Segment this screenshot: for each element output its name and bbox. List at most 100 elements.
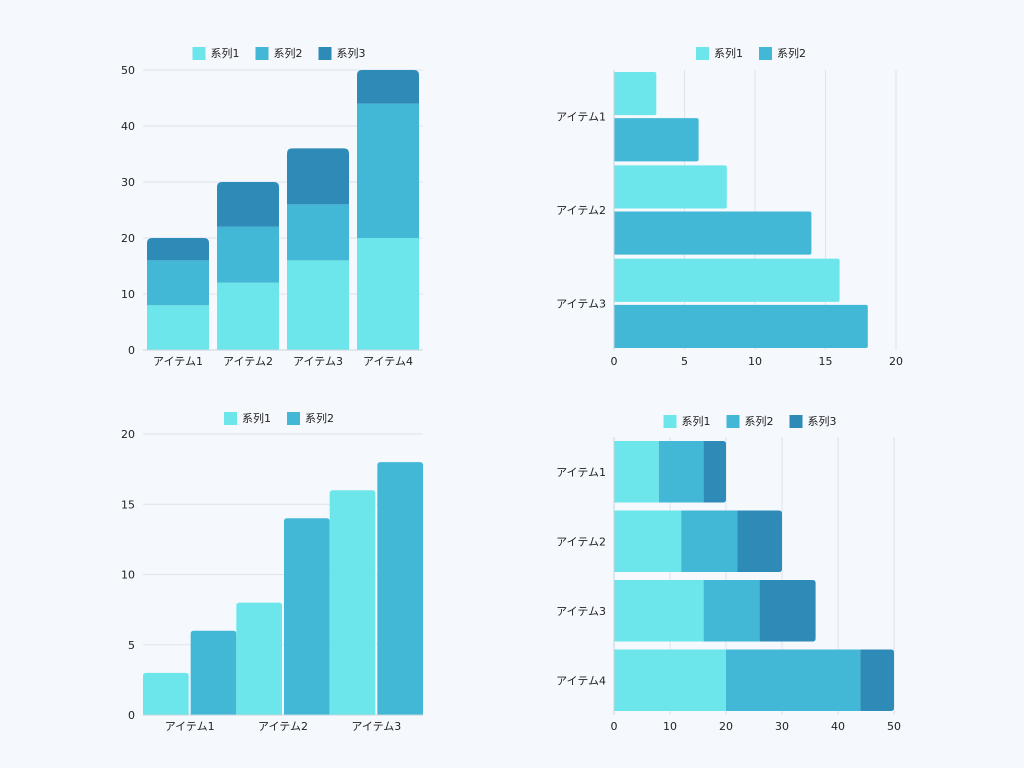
x-tick-label: 50 [887, 720, 901, 733]
bar [287, 204, 349, 261]
legend-label: 系列1 [682, 414, 711, 428]
legend-label: 系列1 [242, 411, 271, 425]
bar [357, 103, 419, 238]
bar [614, 441, 659, 503]
stacked-horizontal-bar-chart: 系列1 系列2 系列3 0 10 20 30 40 50 アイテム1 アイテム2 アイテム3 アイテム4 [556, 414, 901, 733]
y-category-label: アイテム1 [556, 111, 606, 124]
x-tick-label: 15 [819, 355, 833, 368]
x-tick-label: 10 [663, 720, 677, 733]
legend-swatch [192, 47, 206, 60]
bar [726, 649, 861, 711]
bar [236, 602, 282, 715]
legend: 系列1 系列2 [696, 46, 806, 60]
legend-label: 系列2 [745, 414, 774, 428]
bar [287, 148, 349, 205]
legend-label: 系列1 [211, 46, 240, 60]
bar [147, 238, 209, 261]
y-category-label: アイテム2 [556, 535, 606, 548]
y-category-label: アイテム3 [556, 605, 606, 618]
x-tick-label: 20 [719, 720, 733, 733]
bar [614, 72, 657, 116]
grouped-vertical-bar-chart: 系列1 系列2 0 5 10 15 20 アイテム1 アイテム2 アイテム3 [121, 411, 423, 733]
y-tick-label: 0 [128, 709, 135, 722]
legend-swatch [696, 47, 709, 60]
legend-swatch [789, 415, 803, 428]
x-tick-label: 0 [611, 355, 618, 368]
bar [329, 490, 376, 715]
y-tick-label: 20 [121, 232, 135, 245]
bar [377, 462, 423, 715]
bar [737, 510, 782, 572]
bar [681, 510, 738, 572]
bar [147, 260, 209, 306]
legend-label: 系列3 [808, 414, 837, 428]
y-tick-label: 10 [121, 569, 135, 582]
bar [614, 165, 727, 209]
bar [287, 260, 349, 350]
y-tick-label: 20 [121, 428, 135, 441]
bar [703, 580, 760, 642]
bar [614, 649, 726, 711]
bar [147, 305, 209, 350]
y-tick-label: 0 [128, 344, 135, 357]
bar [614, 580, 704, 642]
bar [658, 441, 704, 503]
bar [190, 630, 237, 715]
bar [614, 258, 840, 302]
y-tick-label: 40 [121, 120, 135, 133]
x-tick-label: 5 [681, 355, 688, 368]
bar [217, 182, 279, 227]
legend-swatch [759, 47, 772, 60]
legend-label: 系列3 [337, 46, 366, 60]
x-category-label: アイテム1 [153, 355, 203, 368]
x-tick-label: 20 [889, 355, 903, 368]
stacked-vertical-bar-chart: 系列1 系列2 系列3 0 10 20 30 40 50 アイテム1 アイテム2 アイテム3 アイテム4 [121, 46, 423, 368]
y-category-label: アイテム3 [556, 297, 606, 310]
legend-swatch [663, 415, 677, 428]
bar [357, 238, 419, 350]
bar [614, 118, 699, 162]
bar [614, 211, 812, 255]
x-category-label: アイテム4 [363, 355, 413, 368]
x-category-label: アイテム2 [258, 720, 308, 733]
bar [614, 304, 868, 348]
x-category-label: アイテム1 [165, 720, 215, 733]
bar [357, 70, 419, 104]
x-tick-label: 0 [611, 720, 618, 733]
x-tick-label: 10 [748, 355, 762, 368]
x-category-label: アイテム3 [293, 355, 343, 368]
bar [143, 672, 189, 715]
y-tick-label: 10 [121, 288, 135, 301]
bar [614, 510, 682, 572]
bar [860, 649, 894, 711]
y-tick-label: 50 [121, 64, 135, 77]
legend-swatch [318, 47, 332, 60]
legend-swatch [224, 412, 237, 425]
y-tick-label: 30 [121, 176, 135, 189]
y-tick-label: 15 [121, 498, 135, 511]
legend-label: 系列2 [777, 46, 806, 60]
legend-label: 系列1 [714, 46, 743, 60]
y-category-label: アイテム2 [556, 204, 606, 217]
y-tick-label: 5 [128, 639, 135, 652]
x-tick-label: 30 [775, 720, 789, 733]
legend: 系列1 系列2 系列3 [663, 414, 837, 428]
bar [217, 282, 279, 350]
y-category-label: アイテム4 [556, 674, 606, 687]
legend: 系列1 系列2 系列3 [192, 46, 366, 60]
x-category-label: アイテム2 [223, 355, 273, 368]
legend-swatch [726, 415, 740, 428]
x-category-label: アイテム3 [351, 720, 401, 733]
x-tick-label: 40 [831, 720, 845, 733]
legend: 系列1 系列2 [224, 411, 334, 425]
legend-label: 系列2 [274, 46, 303, 60]
legend-label: 系列2 [305, 411, 334, 425]
bar [759, 580, 816, 642]
bar [703, 441, 726, 503]
bar [217, 226, 279, 283]
bar [284, 518, 330, 715]
grouped-horizontal-bar-chart: 系列1 系列2 0 5 10 15 20 アイテム1 アイテム2 アイテム3 [556, 46, 903, 368]
legend-swatch [287, 412, 300, 425]
y-category-label: アイテム1 [556, 466, 606, 479]
legend-swatch [255, 47, 269, 60]
